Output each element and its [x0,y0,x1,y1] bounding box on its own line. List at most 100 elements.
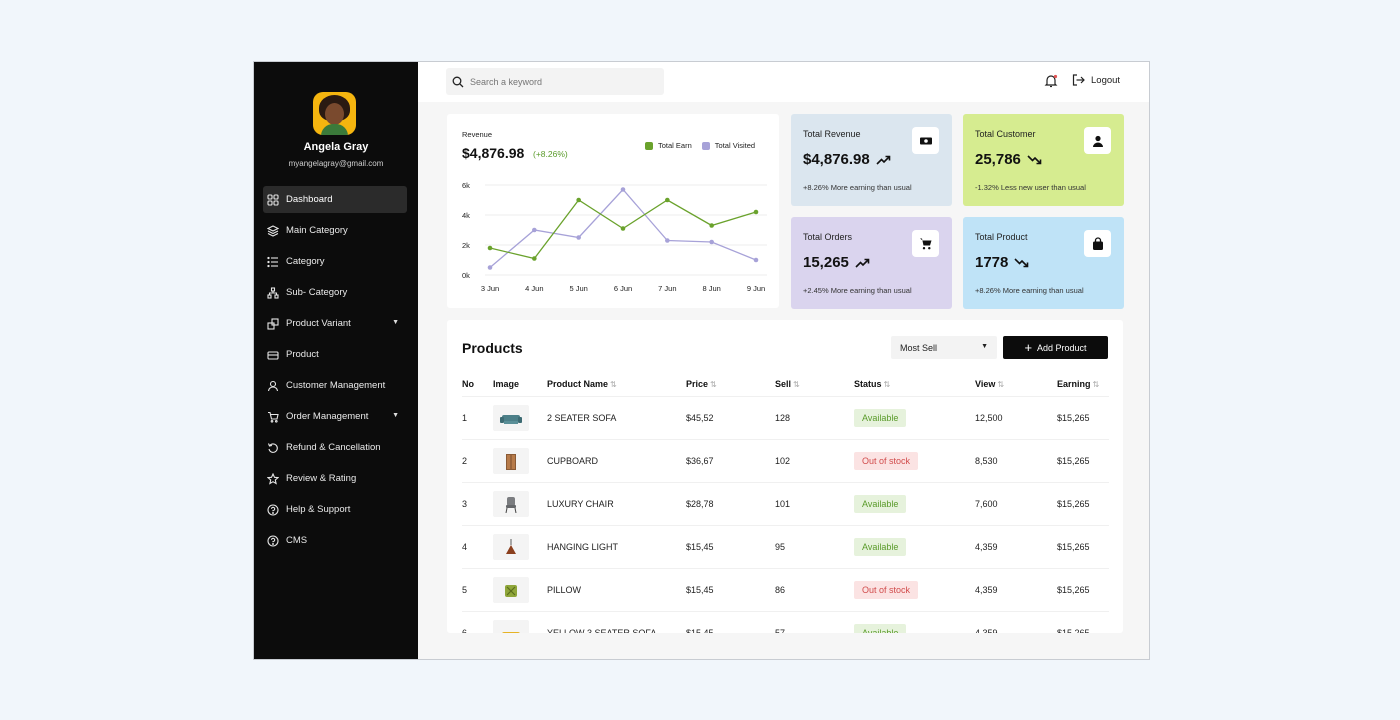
person-icon [1084,127,1111,154]
data-point-total-earn [620,226,626,231]
data-point-total-earn [753,209,759,215]
cell-no: 4 [462,524,493,568]
cell-product-name[interactable]: LUXURY CHAIR [547,481,686,525]
table-row[interactable]: 6 YELLOW 3 SEATER SOFA $15,45 57 Available 4,… [462,610,1109,633]
table-row[interactable]: 2 CUPBOARD $36,67 102 Out of stock 8,530 $15,2… [462,438,1109,482]
sidebar-item-main-category[interactable]: Main Category [263,217,407,244]
column-header-status[interactable]: Status ⇅ [854,378,891,389]
sidebar-item-customer-management[interactable]: Customer Management [263,372,407,399]
data-point-total-visited [620,187,626,192]
table-row[interactable]: 5 PILLOW $15,45 86 Out of stock 4,359 $15,265 [462,567,1109,611]
y-tick-label: 2k [462,241,470,250]
cell-product-name[interactable]: 2 SEATER SOFA [547,395,686,439]
x-tick-label: 6 Jun [614,284,632,293]
cell-sell: 101 [775,481,854,525]
sidebar-item-product[interactable]: Product [263,341,407,368]
stat-card-total-revenue[interactable]: Total Revenue $4,876.98 +8.26% More earnin… [791,114,952,206]
cell-product-name[interactable]: YELLOW 3 SEATER SOFA [547,610,686,633]
sidebar-item-review-rating[interactable]: Review & Rating [263,465,407,492]
cell-no: 2 [462,438,493,482]
add-product-label: Add Product [1037,342,1087,353]
stat-card-total-orders[interactable]: Total Orders 15,265 +2.45% More earning th… [791,217,952,309]
avatar[interactable] [313,92,356,135]
cell-sell: 95 [775,524,854,568]
legend-visited: Total Visited [701,141,755,150]
cash-icon [912,127,939,154]
logout-button[interactable]: Logout [1072,74,1120,86]
sidebar-item-refund-cancellation[interactable]: Refund & Cancellation [263,434,407,461]
cell-image [493,481,547,525]
bell-icon[interactable] [1044,74,1058,88]
data-point-total-visited [487,265,493,270]
x-tick-label: 8 Jun [702,284,720,293]
refund-icon [267,442,279,454]
cell-product-name[interactable]: HANGING LIGHT [547,524,686,568]
revenue-value: $4,876.98 [462,145,525,161]
table-row[interactable]: 4 HANGING LIGHT $15,45 95 Available 4,359 $15,… [462,524,1109,568]
stat-note: +8.26% More earning than usual [975,286,1084,295]
sort-icon[interactable]: ⇅ [883,379,891,389]
stat-card-total-product[interactable]: Total Product 1778 +8.26% More earning tha… [963,217,1124,309]
products-panel: Products Most Sell ▼ + Add Product No Ima… [447,320,1123,633]
sort-select[interactable]: Most Sell ▼ [891,336,997,359]
user-icon [267,380,279,392]
sidebar-item-cms[interactable]: CMS [263,527,407,554]
column-header-sell[interactable]: Sell ⇅ [775,378,800,389]
cell-product-name[interactable]: PILLOW [547,567,686,611]
x-tick-label: 5 Jun [569,284,587,293]
cart-icon [912,230,939,257]
cell-earning: $15,265 [1057,610,1109,633]
cell-no: 3 [462,481,493,525]
trend-up-icon [855,258,870,268]
column-header-product-name[interactable]: Product Name ⇅ [547,378,617,389]
column-header-price[interactable]: Price ⇅ [686,378,717,389]
revenue-change: (+8.26%) [533,149,568,159]
y-tick-label: 4k [462,211,470,220]
box-icon [267,349,279,361]
stat-title: Total Product [975,232,1028,242]
sidebar-item-label: Sub- Category [286,287,348,298]
cell-image [493,610,547,633]
sidebar-item-category[interactable]: Category [263,248,407,275]
sidebar-item-dashboard[interactable]: Dashboard [263,186,407,213]
column-header-earning[interactable]: Earning ⇅ [1057,378,1100,389]
sidebar-item-label: Product Variant [286,318,351,329]
cell-earning: $15,265 [1057,481,1109,525]
sort-icon[interactable]: ⇅ [997,379,1005,389]
column-header-image: Image [493,378,520,389]
chevron-down-icon: ▼ [981,343,988,350]
sofa-icon [493,404,529,431]
x-tick-label: 3 Jun [481,284,499,293]
sidebar-item-help-support[interactable]: Help & Support [263,496,407,523]
sidebar-item-sub-category[interactable]: Sub- Category [263,279,407,306]
sidebar-item-order-management[interactable]: Order Management ▼ [263,403,407,430]
cell-view: 4,359 [975,524,1057,568]
stat-value: $4,876.98 [803,151,891,168]
cell-view: 4,359 [975,610,1057,633]
sidebar-item-product-variant[interactable]: Product Variant ▼ [263,310,407,337]
sort-icon[interactable]: ⇅ [793,379,800,389]
data-point-total-earn [709,223,714,228]
sort-icon[interactable]: ⇅ [710,379,717,389]
sidebar-item-label: Refund & Cancellation [286,442,381,453]
cell-price: $15,45 [686,567,775,611]
status-badge: Out of stock [854,580,919,599]
chevron-down-icon[interactable]: ▼ [392,319,399,326]
cell-product-name[interactable]: CUPBOARD [547,438,686,482]
stat-card-total-customer[interactable]: Total Customer 25,786 -1.32% Less new user… [963,114,1124,206]
data-point-total-earn [532,256,537,261]
revenue-card: Revenue $4,876.98 (+8.26%) Total Earn To… [447,114,779,308]
search-box[interactable] [446,68,664,95]
column-header-view[interactable]: View ⇅ [975,378,1005,389]
yellow-sofa-icon [493,619,529,633]
table-row[interactable]: 3 LUXURY CHAIR $28,78 101 Available 7,600 $15,… [462,481,1109,525]
cell-no: 6 [462,610,493,633]
data-point-total-visited [532,227,537,233]
chevron-down-icon[interactable]: ▼ [392,412,399,419]
search-input[interactable] [470,76,650,87]
table-row[interactable]: 1 2 SEATER SOFA $45,52 128 Available 12,500 $1… [462,395,1109,439]
sort-icon[interactable]: ⇅ [610,379,617,389]
add-product-button[interactable]: + Add Product [1003,336,1108,359]
sort-icon[interactable]: ⇅ [1092,379,1100,389]
cell-price: $28,78 [686,481,775,525]
